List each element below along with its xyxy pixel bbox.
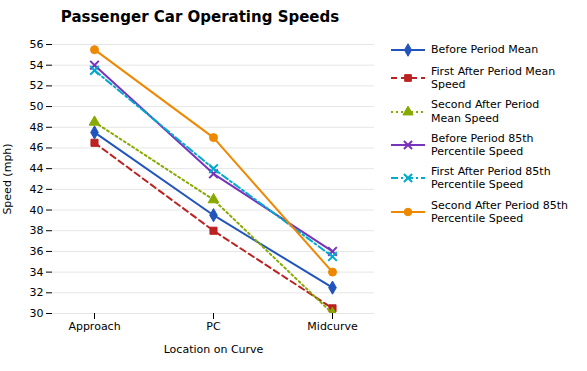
- svg-text:PC: PC: [206, 320, 221, 333]
- svg-text:46: 46: [30, 141, 44, 154]
- svg-text:Approach: Approach: [68, 320, 120, 333]
- svg-text:40: 40: [30, 204, 44, 217]
- svg-text:42: 42: [30, 183, 44, 196]
- svg-text:44: 44: [30, 162, 44, 175]
- svg-text:Speed (mph): Speed (mph): [1, 143, 14, 214]
- html-text:Before Period 85th Percentile: Before Period 85th Percentile Speed: [431, 131, 534, 158]
- html-text:Second After Period 85th Perce: Second After Period 85th Percentile Spee…: [431, 198, 568, 225]
- svg-text:56: 56: [30, 38, 44, 51]
- svg-text:52: 52: [30, 79, 44, 92]
- svg-text:Location on Curve: Location on Curve: [164, 343, 264, 356]
- svg-text:38: 38: [30, 224, 44, 237]
- svg-text:Midcurve: Midcurve: [307, 320, 358, 333]
- html-text:Before Period Mean: Before Period Mean: [431, 43, 539, 57]
- html-text:Second After Period Mean Speed: Second After Period Mean Speed: [431, 98, 540, 125]
- html-text:First After Period Mean Speed: First After Period Mean Speed: [431, 65, 556, 92]
- svg-text:54: 54: [30, 59, 44, 72]
- svg-text:48: 48: [30, 121, 44, 134]
- svg-text:34: 34: [30, 266, 44, 279]
- html-text:First After Period 85th Percen: First After Period 85th Percentile Speed: [431, 165, 551, 192]
- html-text:Passenger Car Operating Speeds: Passenger Car Operating Speeds: [60, 8, 340, 26]
- svg-text:36: 36: [30, 245, 44, 258]
- svg-text:30: 30: [30, 307, 44, 320]
- svg-text:50: 50: [30, 100, 44, 113]
- svg-text:32: 32: [30, 286, 44, 299]
